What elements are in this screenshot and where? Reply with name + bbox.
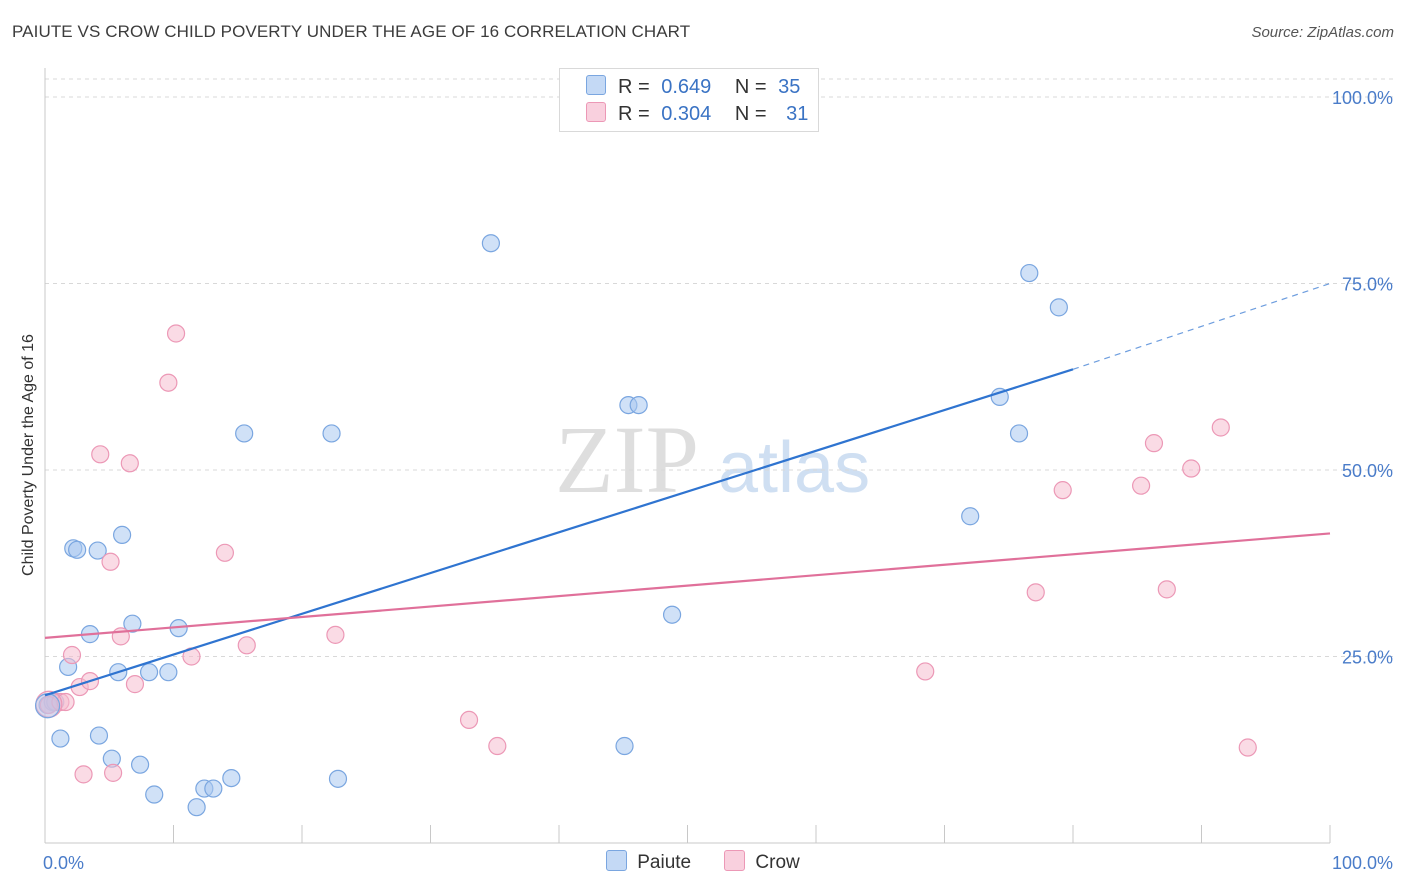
crow-point-3 bbox=[62, 645, 82, 665]
r-label: R = bbox=[618, 76, 650, 98]
crow-swatch bbox=[586, 102, 606, 122]
paiute-point-32 bbox=[990, 387, 1009, 406]
crow-point-13 bbox=[159, 373, 178, 392]
r-value-crow: 0.304 bbox=[661, 103, 712, 125]
crow-point-5 bbox=[74, 765, 93, 784]
legend-item-paiute: Paiute bbox=[606, 850, 691, 874]
series-legend: Paiute Crow bbox=[0, 850, 1406, 874]
paiute-point-21 bbox=[204, 779, 223, 798]
crow-point-7 bbox=[91, 445, 110, 464]
y-tick-label: 25.0% bbox=[1342, 648, 1393, 668]
paiute-point-14 bbox=[130, 755, 150, 774]
crow-legend-swatch bbox=[724, 850, 746, 871]
y-tick-label: 75.0% bbox=[1342, 275, 1393, 295]
crow-point-16 bbox=[215, 543, 234, 562]
crow-point-23 bbox=[1053, 481, 1072, 500]
chart-title: PAIUTE VS CROW CHILD POVERTY UNDER THE A… bbox=[12, 22, 691, 41]
crow-point-9 bbox=[104, 763, 123, 782]
r-label: R = bbox=[618, 103, 650, 125]
crow-point-20 bbox=[488, 736, 507, 756]
crow-point-21 bbox=[916, 662, 935, 681]
paiute-point-6 bbox=[68, 540, 87, 559]
paiute-point-25 bbox=[328, 769, 348, 788]
paiute-swatch bbox=[586, 75, 606, 95]
y-tick-label: 50.0% bbox=[1342, 461, 1393, 481]
crow-point-12 bbox=[125, 675, 145, 694]
crow-point-27 bbox=[1182, 459, 1201, 478]
paiute-point-16 bbox=[145, 785, 164, 804]
crow-point-22 bbox=[1026, 583, 1045, 602]
crow-point-18 bbox=[326, 625, 345, 644]
r-value-paiute: 0.649 bbox=[661, 76, 712, 98]
paiute-point-29 bbox=[629, 395, 648, 415]
paiute-point-cluster bbox=[34, 693, 61, 719]
crow-point-14 bbox=[166, 324, 186, 343]
paiute-point-8 bbox=[88, 541, 107, 560]
crow-point-25 bbox=[1144, 434, 1164, 453]
crow-point-26 bbox=[1157, 580, 1176, 599]
paiute-point-9 bbox=[89, 726, 109, 745]
paiute-trend-extension bbox=[1072, 282, 1331, 370]
crow-point-24 bbox=[1132, 476, 1151, 495]
crow-point-28 bbox=[1211, 418, 1230, 437]
paiute-point-26 bbox=[481, 234, 500, 253]
legend-label-crow: Crow bbox=[755, 852, 800, 873]
n-label: N = bbox=[734, 103, 767, 125]
x-tick-label-max: 100.0% bbox=[1332, 853, 1393, 873]
paiute-point-35 bbox=[1049, 298, 1068, 317]
paiute-point-24 bbox=[322, 424, 341, 443]
n-label: N = bbox=[734, 76, 767, 98]
legend-item-crow: Crow bbox=[724, 850, 800, 874]
legend-row-paiute: R = 0.649 N = 35 bbox=[586, 75, 800, 101]
x-tick-label-min: 0.0% bbox=[43, 853, 84, 873]
paiute-legend-swatch bbox=[606, 850, 628, 871]
paiute-point-12 bbox=[112, 525, 132, 545]
paiute-point-13 bbox=[123, 614, 142, 633]
paiute-point-31 bbox=[961, 507, 980, 526]
legend-row-crow: R = 0.304 N = 31 bbox=[586, 102, 808, 128]
crow-point-11 bbox=[120, 454, 139, 473]
legend-label-paiute: Paiute bbox=[637, 852, 692, 873]
correlation-legend: R = 0.649 N = 35 R = 0.304 N = 31 bbox=[559, 68, 819, 132]
paiute-point-30 bbox=[662, 605, 682, 624]
crow-point-17 bbox=[237, 636, 256, 655]
paiute-point-23 bbox=[235, 424, 254, 443]
paiute-point-15 bbox=[139, 663, 159, 682]
source-label: Source: ZipAtlas.com bbox=[1251, 24, 1394, 41]
paiute-point-22 bbox=[222, 768, 241, 788]
crow-point-29 bbox=[1238, 738, 1257, 757]
paiute-trend-line bbox=[44, 368, 1074, 697]
crow-point-8 bbox=[101, 552, 120, 571]
paiute-point-34 bbox=[1020, 263, 1039, 283]
paiute-point-33 bbox=[1009, 424, 1029, 443]
n-value-crow: 31 bbox=[786, 103, 809, 125]
crow-trend-line bbox=[44, 532, 1331, 639]
y-tick-label: 100.0% bbox=[1332, 88, 1393, 108]
watermark-zip: ZIP bbox=[555, 406, 699, 513]
paiute-point-3 bbox=[51, 729, 70, 748]
n-value-paiute: 35 bbox=[778, 76, 801, 98]
paiute-point-19 bbox=[187, 798, 206, 817]
paiute-point-17 bbox=[159, 663, 178, 682]
paiute-point-27 bbox=[615, 736, 634, 756]
crow-point-19 bbox=[459, 710, 479, 730]
